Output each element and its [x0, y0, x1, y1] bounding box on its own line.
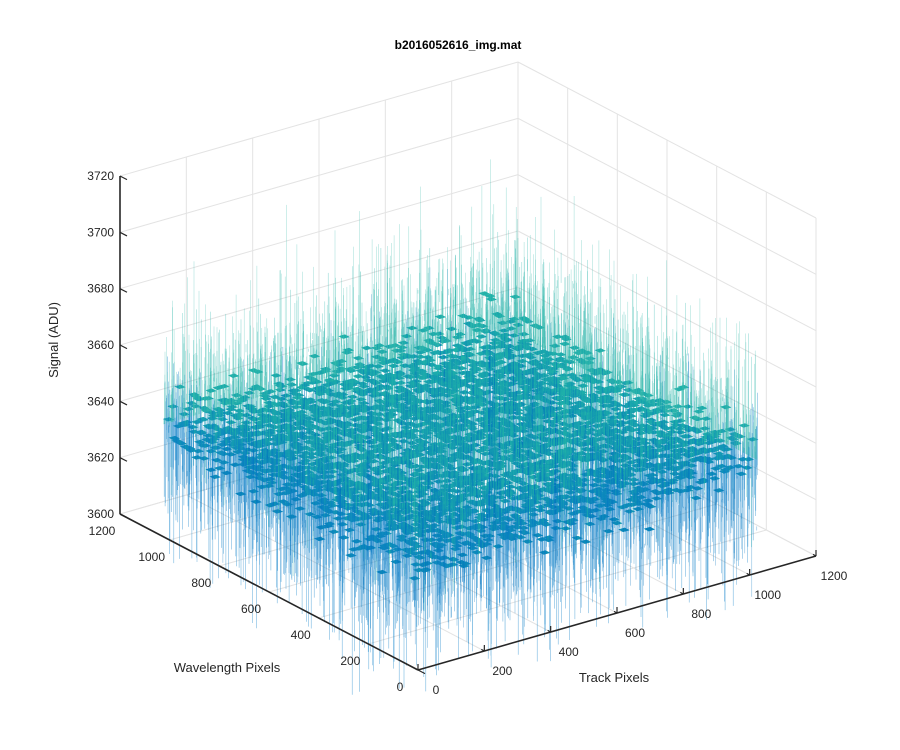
- sidewall-grid-z: [517, 61, 817, 219]
- x-tick-label: 800: [691, 607, 711, 621]
- backwall-grid-z: [119, 230, 519, 346]
- backwall-grid-z: [119, 61, 519, 177]
- z-tick: [119, 457, 128, 462]
- floor-grid-y: [368, 529, 767, 645]
- backwall-grid-z: [119, 174, 519, 290]
- z-tick: [119, 344, 128, 350]
- y-tick: [368, 643, 376, 649]
- z-tick: [119, 231, 128, 237]
- y-tick-label: 400: [291, 628, 311, 642]
- z-axis-label: Signal (ADU): [46, 302, 61, 378]
- y-tick: [169, 539, 177, 545]
- backwall-grid-z: [119, 117, 519, 233]
- z-tick-label: 3680: [87, 282, 114, 296]
- y-tick-label: 600: [241, 602, 261, 616]
- z-tick: [119, 400, 128, 406]
- sidewall-grid-z: [517, 230, 817, 388]
- surface-cell: [475, 334, 488, 339]
- backwall-grid-z: [119, 286, 519, 402]
- y-tick-label: 800: [191, 576, 211, 590]
- z-tick-label: 3660: [87, 338, 114, 352]
- surface-layer: [162, 159, 759, 695]
- surface-cell: [387, 363, 400, 369]
- y-tick-label: 200: [340, 654, 360, 668]
- chart-title: b2016052616_img.mat: [395, 38, 522, 52]
- z-tick: [119, 175, 128, 181]
- x-axis-label: Track Pixels: [579, 670, 650, 685]
- y-tick-label: 0: [397, 680, 404, 694]
- x-tick-label: 400: [559, 645, 579, 659]
- y-tick: [268, 591, 277, 597]
- y-tick-label: 1200: [89, 524, 116, 538]
- z-tick-label: 3700: [87, 225, 114, 239]
- y-axis-label: Wavelength Pixels: [174, 660, 281, 675]
- x-tick-label: 1200: [821, 569, 848, 583]
- x-tick-label: 600: [625, 626, 645, 640]
- z-tick-label: 3620: [87, 451, 114, 465]
- z-tick: [119, 288, 128, 293]
- sidewall-grid-z: [517, 174, 817, 332]
- x-tick-label: 200: [492, 664, 512, 678]
- sidewall-grid-z: [517, 117, 817, 275]
- x-tick-label: 0: [433, 683, 440, 697]
- y-tick-label: 1000: [138, 550, 165, 564]
- z-tick-label: 3640: [87, 394, 114, 408]
- x-tick-label: 1000: [754, 588, 781, 602]
- z-tick-label: 3600: [87, 507, 114, 521]
- z-tick-label: 3720: [87, 169, 114, 183]
- y-tick: [219, 565, 227, 571]
- z-tick: [119, 513, 128, 519]
